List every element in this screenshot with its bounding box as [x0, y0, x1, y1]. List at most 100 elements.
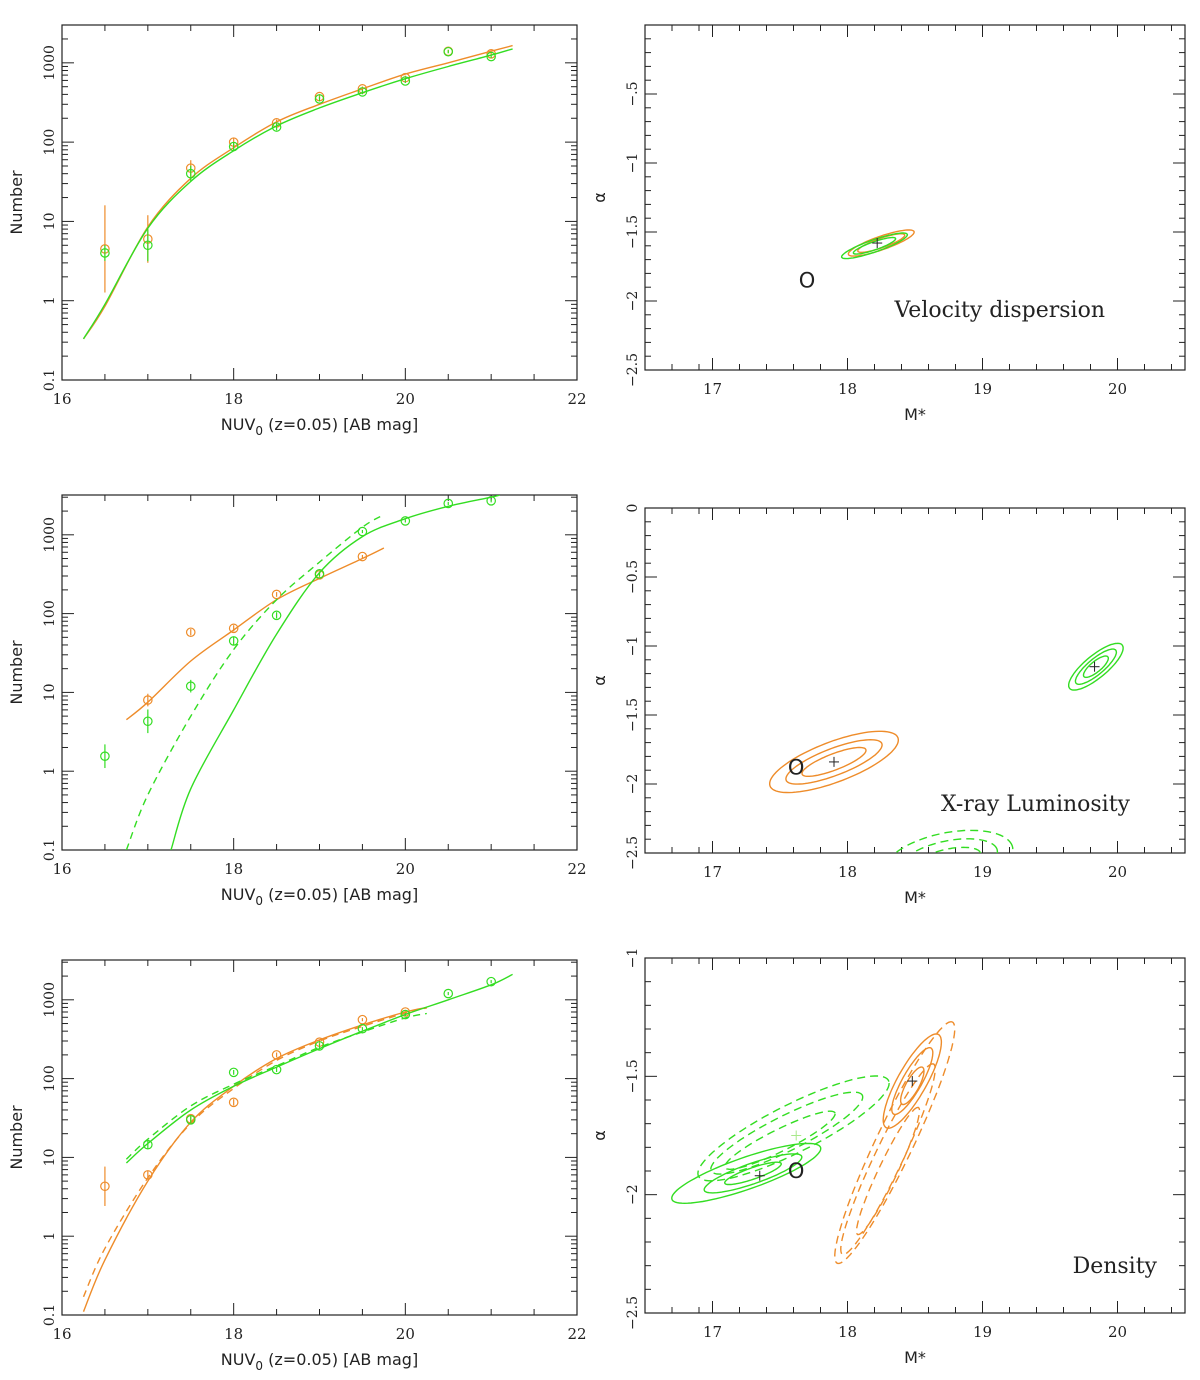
green-data-point [357, 87, 368, 97]
green-dashed-fit-curve [125, 514, 385, 850]
orange-dashed-contour [840, 1063, 936, 1256]
orange-dashed-contour [855, 1106, 921, 1236]
x-tick-label: 16 [52, 390, 71, 408]
plot-area [82, 973, 513, 1312]
green-data-point [314, 1041, 325, 1051]
y-tick-label: 1000 [42, 45, 58, 81]
orange-data-point [143, 1170, 153, 1180]
orange-data-point [400, 1007, 411, 1017]
x-tick-label: 19 [973, 863, 992, 881]
green-solid-fit-curve [125, 973, 513, 1164]
green-dashed-fit-curve [125, 1012, 427, 1160]
y-tick-label: −1 [625, 948, 641, 969]
orange-solid-fit-curve [125, 547, 385, 721]
orange-solid-contour [891, 1047, 934, 1116]
x-tick-label: 20 [1108, 863, 1127, 881]
x-tick-label: 16 [52, 860, 71, 878]
x-tick-label: 22 [567, 390, 586, 408]
orange-data-point [228, 1097, 239, 1108]
green-data-point [228, 141, 239, 152]
y-axis-label: α [590, 1130, 609, 1141]
y-tick-label: 0.1 [42, 839, 58, 861]
y-tick-label: 0.1 [42, 1304, 58, 1326]
green-solid-contour [723, 1161, 783, 1186]
panel-6-confidence-contours: 17 18 19 20 −1 −1.5 −2 −2.5 M* α O Density [590, 948, 1186, 1367]
x-axis-label: NUV0 (z=0.05) [AB mag] [221, 1350, 418, 1373]
orange-dashed-contour [834, 1021, 956, 1265]
y-tick-label: 1000 [42, 982, 58, 1018]
y-axis-label: Number [7, 640, 26, 705]
orange-solid-fit-curve [82, 1006, 427, 1312]
y-tick-label: −1.5 [625, 1059, 641, 1093]
x-axis-label: M* [904, 405, 926, 424]
y-tick-label: 0 [625, 504, 641, 513]
green-data-point [143, 240, 153, 251]
orange-solid-contour [882, 1033, 943, 1129]
x-tick-label: 18 [224, 1325, 243, 1343]
y-tick-label: 1 [42, 767, 58, 776]
green-data-point [357, 1023, 368, 1034]
green-data-point [314, 94, 325, 104]
green-data-point [271, 1064, 282, 1075]
orange-solid-contour [769, 730, 899, 794]
x-axis-label: NUV0 (z=0.05) [AB mag] [221, 415, 418, 438]
x-tick-label: 19 [973, 1323, 992, 1341]
y-axis-label: Number [7, 1105, 26, 1170]
green-data-point [443, 46, 454, 57]
y-tick-label: −1.5 [625, 215, 641, 249]
plot-area [769, 642, 1124, 853]
y-tick-label: −1.5 [625, 698, 641, 732]
y-tick-label: −2.5 [625, 353, 641, 387]
x-axis-label: NUV0 (z=0.05) [AB mag] [221, 885, 418, 908]
orange-data-point [228, 623, 239, 634]
green-data-point [185, 681, 196, 691]
green-solid-contour [1074, 648, 1118, 685]
plot-frame [644, 957, 1186, 1314]
x-tick-label: 18 [224, 860, 243, 878]
orange-solid-contour [785, 738, 883, 785]
panel-4-confidence-contours: 17 18 19 20 0 −0.5 −1 −1.5 −2 −2.5 M* α O X-ray Lumin… [590, 504, 1186, 907]
green-data-point [271, 122, 282, 132]
orange-data-point [271, 589, 282, 600]
x-tick-label: 18 [224, 390, 243, 408]
green-dashed-contour [894, 829, 1014, 853]
green-data-point [228, 636, 239, 646]
green-data-point [400, 516, 411, 526]
plot-area [671, 1021, 956, 1265]
green-dashed-contour [911, 838, 999, 853]
x-tick-label: 20 [1108, 1323, 1127, 1341]
green-data-point [228, 1067, 239, 1078]
y-tick-label: −.5 [625, 81, 641, 106]
panel-annotation: Velocity dispersion [893, 298, 1105, 323]
green-data-point [100, 248, 110, 258]
plot-frame [61, 494, 578, 851]
reference-point-marker: O [788, 1159, 805, 1183]
y-tick-label: 1 [42, 296, 58, 305]
y-axis-label: α [590, 675, 609, 686]
x-tick-label: 17 [703, 863, 722, 881]
orange-data-point [100, 1181, 110, 1192]
orange-data-point [357, 551, 368, 562]
x-axis-label: M* [904, 1348, 926, 1367]
green-data-point [100, 751, 110, 762]
x-tick-label: 17 [703, 1323, 722, 1341]
orange-data-point [185, 627, 196, 638]
green-solid-contour [1068, 642, 1124, 691]
panel-annotation: X-ray Luminosity [941, 792, 1131, 817]
x-tick-label: 20 [396, 390, 415, 408]
green-data-point [443, 498, 454, 509]
x-tick-label: 17 [703, 380, 722, 398]
y-tick-label: −2 [625, 1184, 641, 1205]
plot-frame [61, 959, 578, 1316]
y-tick-label: 100 [42, 129, 58, 156]
green-solid-contour [840, 232, 909, 260]
x-tick-label: 20 [1108, 380, 1127, 398]
x-tick-label: 22 [567, 860, 586, 878]
green-dashed-contour [724, 1110, 836, 1170]
y-tick-label: −1 [625, 153, 641, 174]
y-axis-label: Number [7, 170, 26, 235]
orange-solid-contour [847, 229, 915, 257]
green-solid-fit-curve [82, 48, 513, 340]
y-tick-label: 0.1 [42, 369, 58, 391]
